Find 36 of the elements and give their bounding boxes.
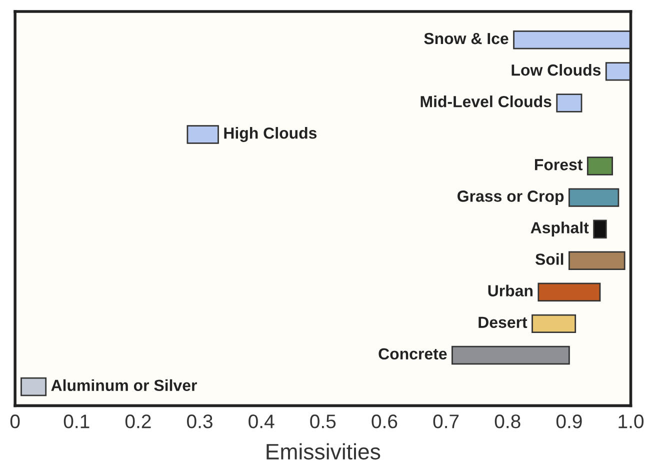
y-tick-label: Low Clouds <box>512 64 601 76</box>
x-tick-label: 0.2 <box>125 414 151 428</box>
y-tick-label: Snow & Ice <box>424 32 508 44</box>
x-tick-label: 0.7 <box>433 414 459 428</box>
y-tick-label: Urban <box>488 284 532 296</box>
x-tick-label: 0.1 <box>64 414 90 428</box>
y-tick-label: Desert <box>478 316 528 328</box>
bar <box>605 62 631 81</box>
bar <box>532 314 576 334</box>
y-tick-label: Mid-Level Clouds <box>420 96 552 108</box>
x-tick-label: 0.6 <box>372 414 398 428</box>
y-tick-label: Soil <box>535 253 564 265</box>
bar <box>586 156 613 176</box>
bar <box>568 188 620 207</box>
x-tick-label: 0.4 <box>248 414 274 428</box>
y-tick-label: High Clouds <box>224 127 317 142</box>
bar <box>20 377 47 396</box>
bar <box>513 30 631 50</box>
x-tick-label: 0 <box>10 414 20 428</box>
bar <box>452 346 570 365</box>
bar <box>593 220 607 238</box>
y-tick-label: Asphalt <box>530 222 589 237</box>
x-axis-title: Emissivities <box>266 443 380 460</box>
bar <box>556 94 582 112</box>
x-tick-label: 0.8 <box>494 414 520 428</box>
x-tick-label: 1.0 <box>618 414 644 428</box>
bar <box>538 282 601 302</box>
y-tick-label: Grass or Crop <box>458 190 564 206</box>
x-tick-label: 0.5 <box>310 414 336 428</box>
x-tick-label: 0.3 <box>187 414 212 428</box>
bar <box>186 125 219 144</box>
bar <box>568 251 626 270</box>
x-tick-label: 0.9 <box>556 414 582 428</box>
y-tick-label: Aluminum or Silver <box>51 379 197 392</box>
y-tick-label: Concrete <box>378 348 447 360</box>
y-tick-label: Forest <box>535 159 583 170</box>
